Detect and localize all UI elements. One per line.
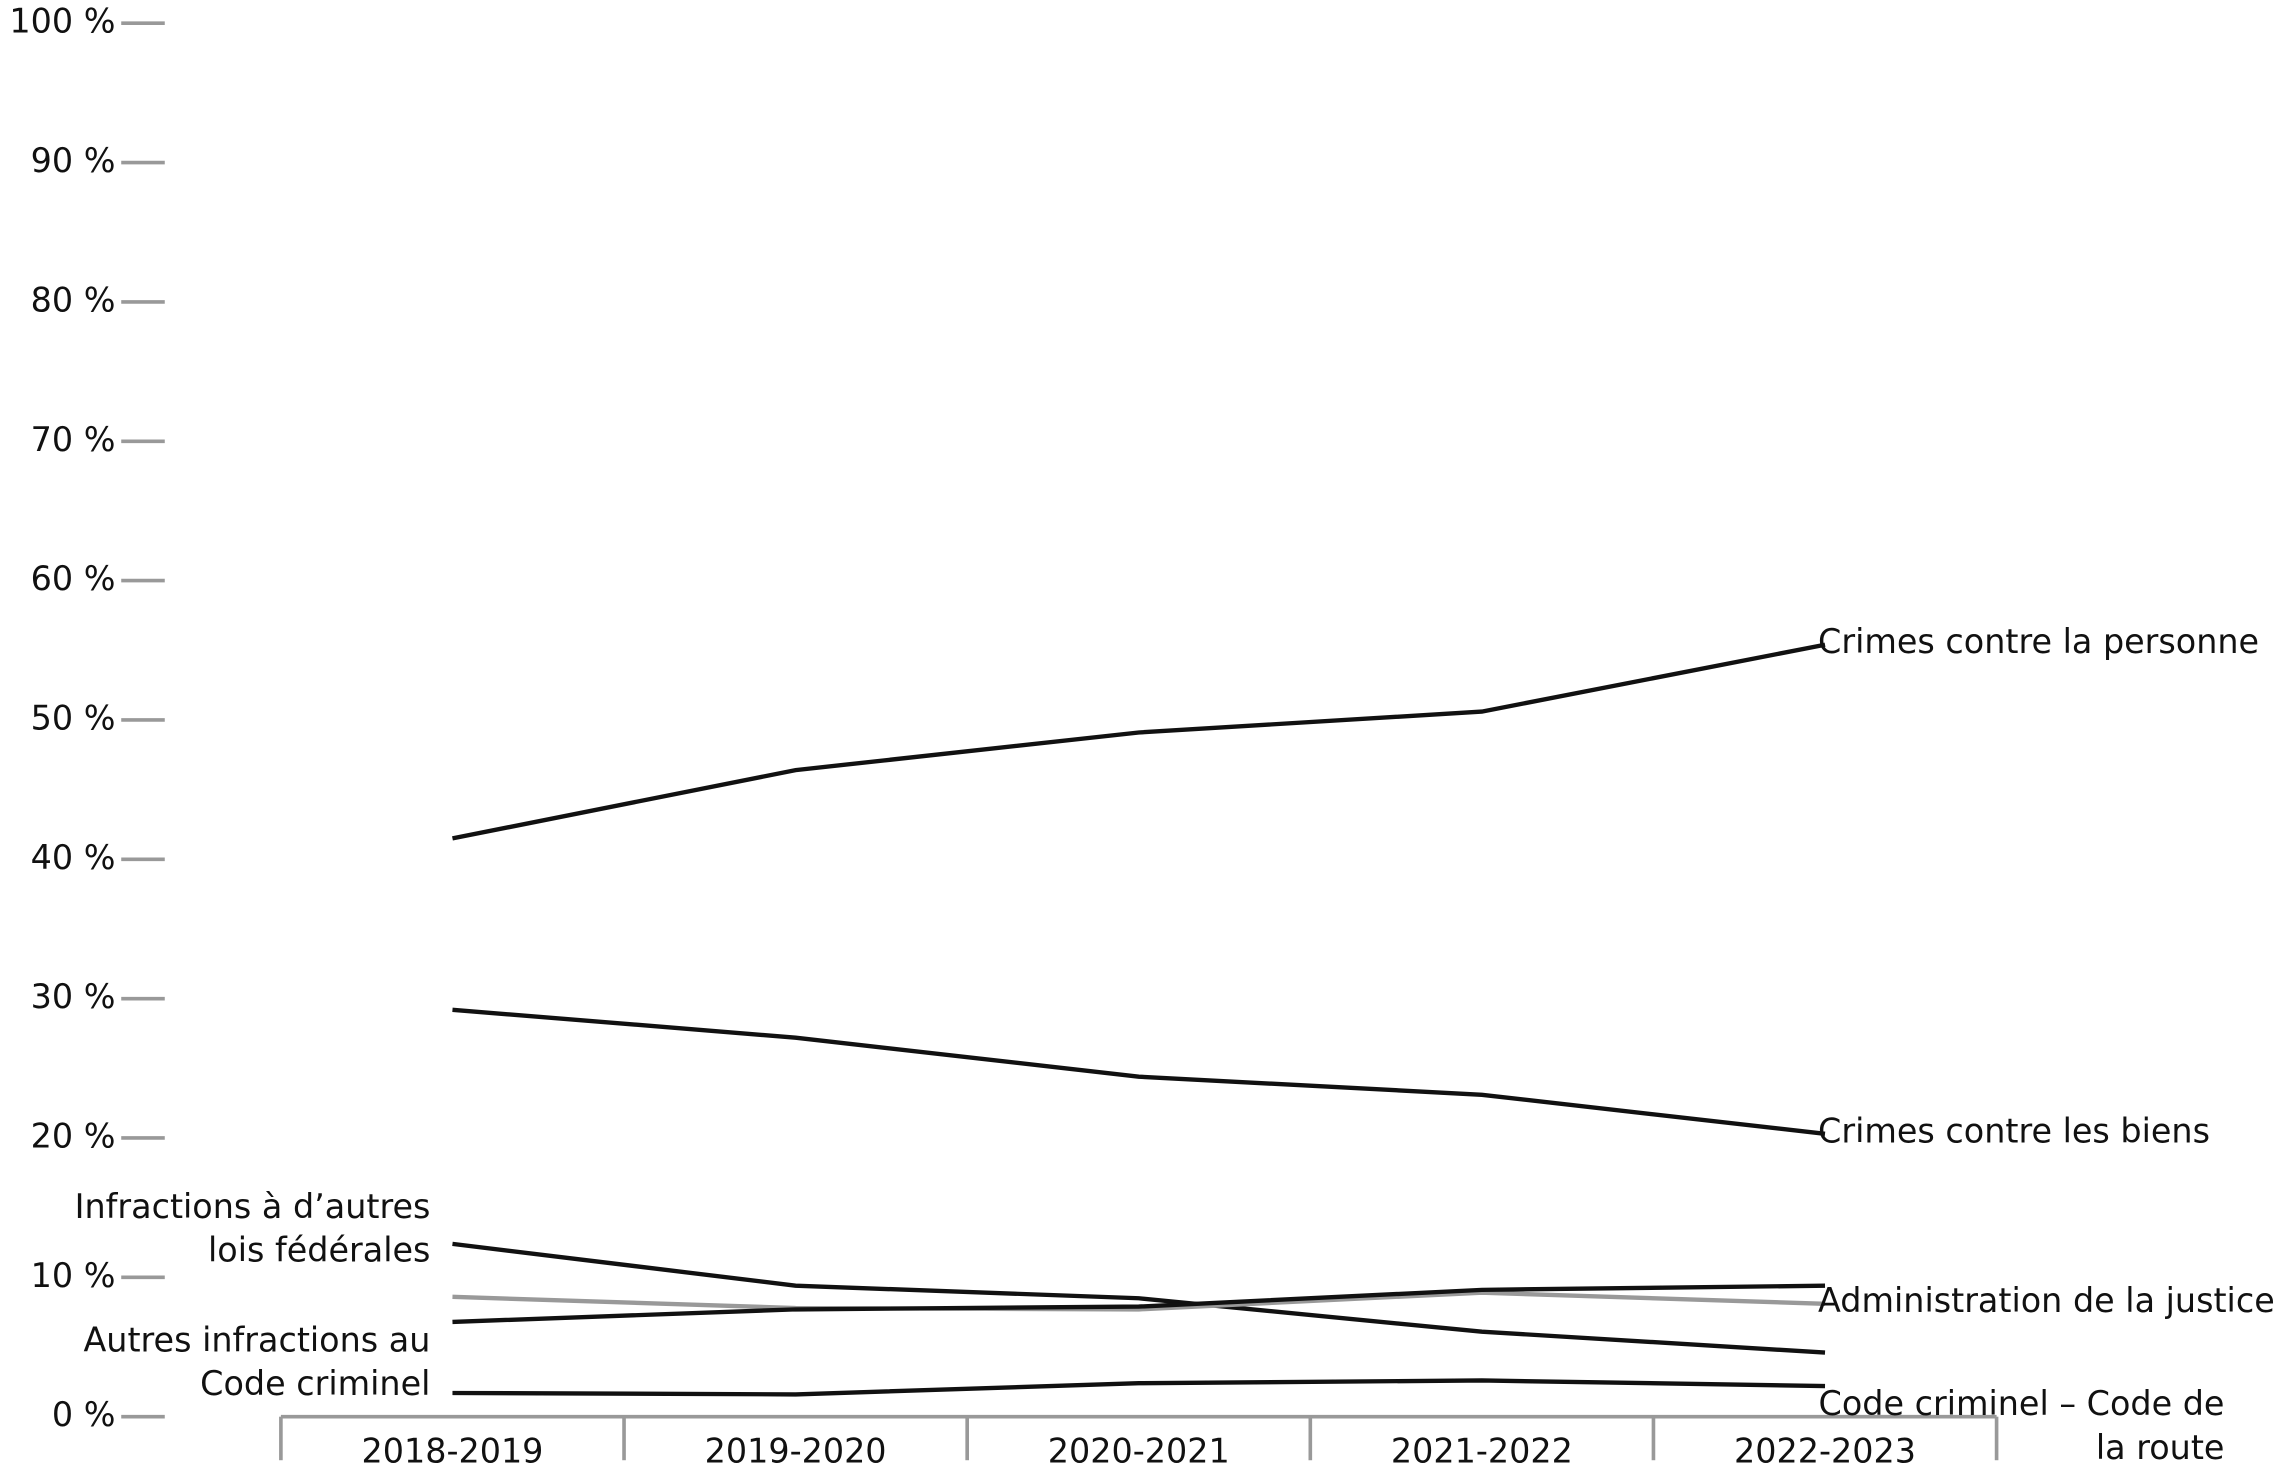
- series-label-box: Autres infractions au Code criminel: [83, 1321, 431, 1404]
- series-line: [452, 1378, 1826, 1397]
- y-tick-label: 60 %: [31, 559, 116, 598]
- y-tick-label: 80 %: [31, 280, 116, 319]
- y-tick-label: 20 %: [31, 1116, 116, 1155]
- x-tick-label: 2021-2022: [1391, 1431, 1573, 1470]
- series-label-box: Crimes contre les biens: [1818, 1113, 2210, 1152]
- y-tick-label: 100 %: [9, 2, 115, 41]
- series-label: Autres infractions au Code criminel: [83, 1321, 431, 1404]
- series-label-box: Administration de la justice: [1818, 1283, 2275, 1322]
- x-tick-label: 2018-2019: [362, 1431, 544, 1470]
- y-tick-label: 0 %: [52, 1395, 116, 1434]
- series-line: [452, 1241, 1826, 1355]
- y-tick-label: 50 %: [31, 698, 116, 737]
- series-line: [452, 1283, 1826, 1325]
- y-tick-label: 90 %: [31, 141, 116, 180]
- x-tick-label: 2019-2020: [705, 1431, 887, 1470]
- x-tick-label: 2022-2023: [1734, 1431, 1916, 1470]
- y-tick-label: 10 %: [31, 1256, 116, 1295]
- y-tick-label: 40 %: [31, 838, 116, 877]
- series-label: Crimes contre les biens: [1818, 1113, 2210, 1152]
- series-label-box: Infractions à d’autres lois fédérales: [74, 1188, 431, 1271]
- series-label: Code criminel – Code de la route: [1818, 1386, 2225, 1468]
- series-label: Infractions à d’autres lois fédérales: [74, 1188, 431, 1271]
- series-label: Administration de la justice: [1818, 1283, 2275, 1322]
- x-tick-label: 2020-2021: [1048, 1431, 1230, 1470]
- y-tick-label: 30 %: [31, 977, 116, 1016]
- series-line: [452, 1007, 1826, 1136]
- series-label: Crimes contre la personne: [1818, 624, 2260, 663]
- series-label-box: Crimes contre la personne: [1818, 624, 2260, 663]
- series-line: [452, 642, 1826, 841]
- series-label-box: Code criminel – Code de la route: [1818, 1386, 2225, 1468]
- series-line: [452, 1290, 1826, 1312]
- y-tick-label: 70 %: [31, 420, 116, 459]
